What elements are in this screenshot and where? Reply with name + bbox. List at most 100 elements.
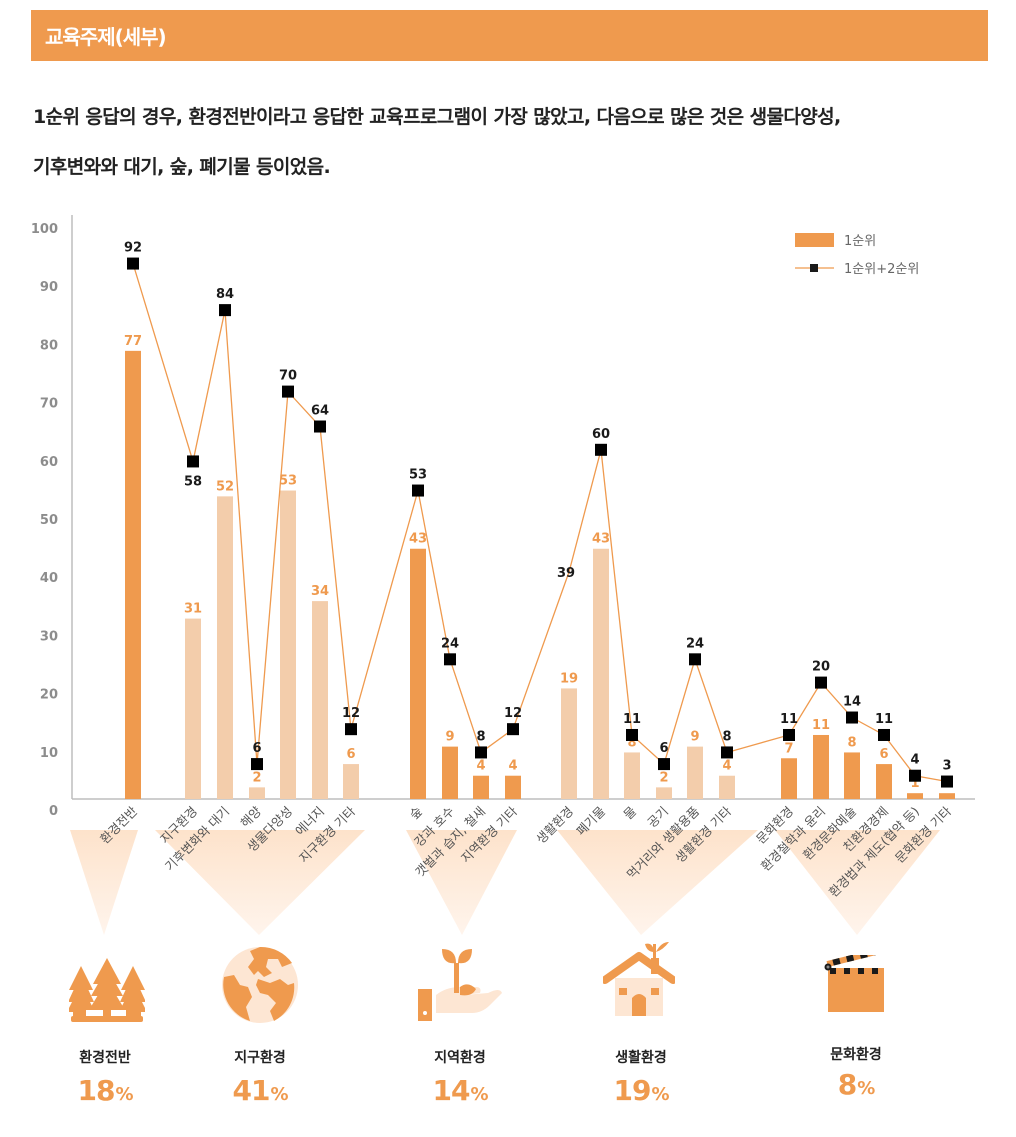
line-marker [658, 758, 670, 771]
bar [249, 787, 265, 799]
bar [593, 548, 609, 799]
hand-sprout-icon [418, 949, 502, 1021]
line-marker [475, 746, 487, 759]
legend-label-bar: 1순위 [844, 234, 876, 249]
line-value-label: 20 [812, 660, 830, 675]
line-marker [689, 653, 701, 666]
y-tick-label: 30 [40, 629, 58, 644]
summary-text: 1순위 응답의 경우, 환경전반이라고 응답한 교육프로그램이 가장 많았고, … [33, 92, 993, 192]
line-value-label: 39 [557, 566, 575, 581]
x-tick-label: 숲 [406, 804, 425, 823]
group-name: 문화환경 [830, 1047, 882, 1063]
bar [442, 746, 458, 799]
y-tick-label: 60 [40, 455, 58, 470]
group-triangles [70, 830, 940, 935]
line-value-label: 8 [476, 729, 485, 744]
bar-value-label: 77 [124, 334, 142, 349]
line-marker [507, 723, 519, 736]
line-value-label: 14 [843, 695, 861, 710]
x-tick-label: 공기 [644, 804, 671, 831]
group-triangle [775, 830, 940, 935]
legend-label-line: 1순위+2순위 [844, 262, 919, 277]
bar [473, 775, 489, 799]
bar [907, 793, 923, 799]
group-percent-value: 14 [432, 1074, 470, 1107]
line-value-label: 24 [441, 636, 459, 651]
legend: 1순위 1순위+2순위 [795, 233, 919, 277]
group-percent-value: 19 [613, 1074, 651, 1107]
line-value-label: 53 [409, 468, 427, 483]
bar [844, 752, 860, 799]
bar-value-label: 1 [910, 776, 919, 791]
line-value-label: 12 [504, 706, 522, 721]
bar [876, 764, 892, 799]
line-marker [412, 484, 424, 497]
y-tick-label: 100 [31, 222, 58, 237]
line-marker [846, 711, 858, 724]
percent-sign: % [651, 1084, 669, 1105]
line-value-label: 70 [279, 369, 297, 384]
summary-line-1: 1순위 응답의 경우, 환경전반이라고 응답한 교육프로그램이 가장 많았고, … [33, 106, 841, 128]
bar [781, 758, 797, 799]
forest-icon [69, 958, 145, 1022]
bar-value-label: 19 [560, 671, 578, 686]
y-tick-label: 90 [40, 280, 58, 295]
line-value-label: 11 [875, 712, 893, 727]
group-percent: 8% [837, 1068, 876, 1101]
legend-swatch-marker [810, 264, 818, 272]
group-percent-value: 8 [837, 1068, 858, 1101]
y-tick-label: 10 [40, 746, 58, 761]
bar-value-label: 4 [508, 759, 517, 774]
line-value-label: 11 [623, 712, 641, 727]
line-marker [878, 728, 890, 741]
header-title: 교육주제(세부) [45, 25, 167, 49]
line-marker [314, 420, 326, 433]
group-triangle [406, 830, 517, 935]
bar-value-label: 52 [216, 479, 234, 494]
bar [719, 775, 735, 799]
group-percent: 41% [232, 1074, 288, 1107]
bar-value-label: 34 [311, 584, 329, 599]
bar-value-label: 6 [346, 747, 355, 762]
header-bar: 교육주제(세부) [31, 10, 988, 61]
group-name: 지역환경 [434, 1050, 486, 1066]
line-marker [345, 723, 357, 736]
line-marker [219, 304, 231, 317]
line-marker [909, 769, 921, 782]
line-marker [187, 455, 199, 468]
y-tick-label: 0 [49, 804, 58, 819]
line-marker [941, 775, 953, 788]
line-value-label: 60 [592, 427, 610, 442]
bar-value-label: 31 [184, 602, 202, 617]
bar-value-label: 9 [445, 730, 454, 745]
percent-sign: % [857, 1078, 875, 1099]
bar-value-label: 11 [812, 718, 830, 733]
y-tick-label: 80 [40, 338, 58, 353]
bar-value-label: 43 [592, 532, 610, 547]
bar [185, 618, 201, 799]
bar [687, 746, 703, 799]
line-value-label: 12 [342, 706, 360, 721]
bar-value-label: 4 [722, 759, 731, 774]
bar-value-label: 7 [784, 741, 793, 756]
bar [343, 764, 359, 799]
globe-icon [222, 946, 298, 1023]
line-marker [251, 758, 263, 771]
bar-value-label: 53 [279, 474, 297, 489]
line-marker [783, 728, 795, 741]
line-marker [444, 653, 456, 666]
group-percent-value: 18 [77, 1074, 115, 1107]
group-triangle [70, 830, 138, 935]
line-value-label: 3 [942, 759, 951, 774]
bar-value-label: 8 [627, 735, 636, 750]
bar [125, 350, 141, 799]
bar [280, 490, 296, 799]
line-value-label: 58 [184, 474, 202, 489]
line-marker [721, 746, 733, 759]
bar-value-label: 2 [659, 770, 668, 785]
y-tick-label: 50 [40, 513, 58, 528]
line-value-label: 24 [686, 636, 704, 651]
bar [561, 688, 577, 799]
group-percent: 14% [432, 1074, 488, 1107]
